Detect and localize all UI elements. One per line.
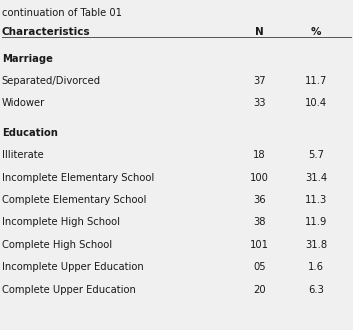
Text: Education: Education [2, 128, 58, 138]
Text: Incomplete Upper Education: Incomplete Upper Education [2, 262, 144, 272]
Text: 20: 20 [253, 285, 266, 295]
Text: 11.3: 11.3 [305, 195, 327, 205]
Text: Characteristics: Characteristics [2, 27, 90, 37]
Text: 10.4: 10.4 [305, 98, 327, 109]
Text: Incomplete High School: Incomplete High School [2, 217, 120, 227]
Text: 31.8: 31.8 [305, 240, 327, 250]
Text: 31.4: 31.4 [305, 173, 327, 182]
Text: continuation of Table 01: continuation of Table 01 [2, 8, 122, 18]
Text: 18: 18 [253, 150, 266, 160]
Text: 11.9: 11.9 [305, 217, 327, 227]
Text: Widower: Widower [2, 98, 45, 109]
Text: Complete Upper Education: Complete Upper Education [2, 285, 136, 295]
Text: 38: 38 [253, 217, 266, 227]
Text: 100: 100 [250, 173, 269, 182]
Text: 5.7: 5.7 [308, 150, 324, 160]
Text: Separated/Divorced: Separated/Divorced [2, 76, 101, 86]
Text: %: % [311, 27, 321, 37]
Text: 11.7: 11.7 [305, 76, 327, 86]
Text: Complete High School: Complete High School [2, 240, 112, 250]
Text: 05: 05 [253, 262, 266, 272]
Text: Complete Elementary School: Complete Elementary School [2, 195, 146, 205]
Text: 37: 37 [253, 76, 266, 86]
Text: Incomplete Elementary School: Incomplete Elementary School [2, 173, 154, 182]
Text: 33: 33 [253, 98, 266, 109]
Text: Illiterate: Illiterate [2, 150, 43, 160]
Text: 6.3: 6.3 [308, 285, 324, 295]
Text: 1.6: 1.6 [308, 262, 324, 272]
Text: N: N [255, 27, 264, 37]
Text: 101: 101 [250, 240, 269, 250]
Text: Marriage: Marriage [2, 53, 53, 64]
Text: 36: 36 [253, 195, 266, 205]
